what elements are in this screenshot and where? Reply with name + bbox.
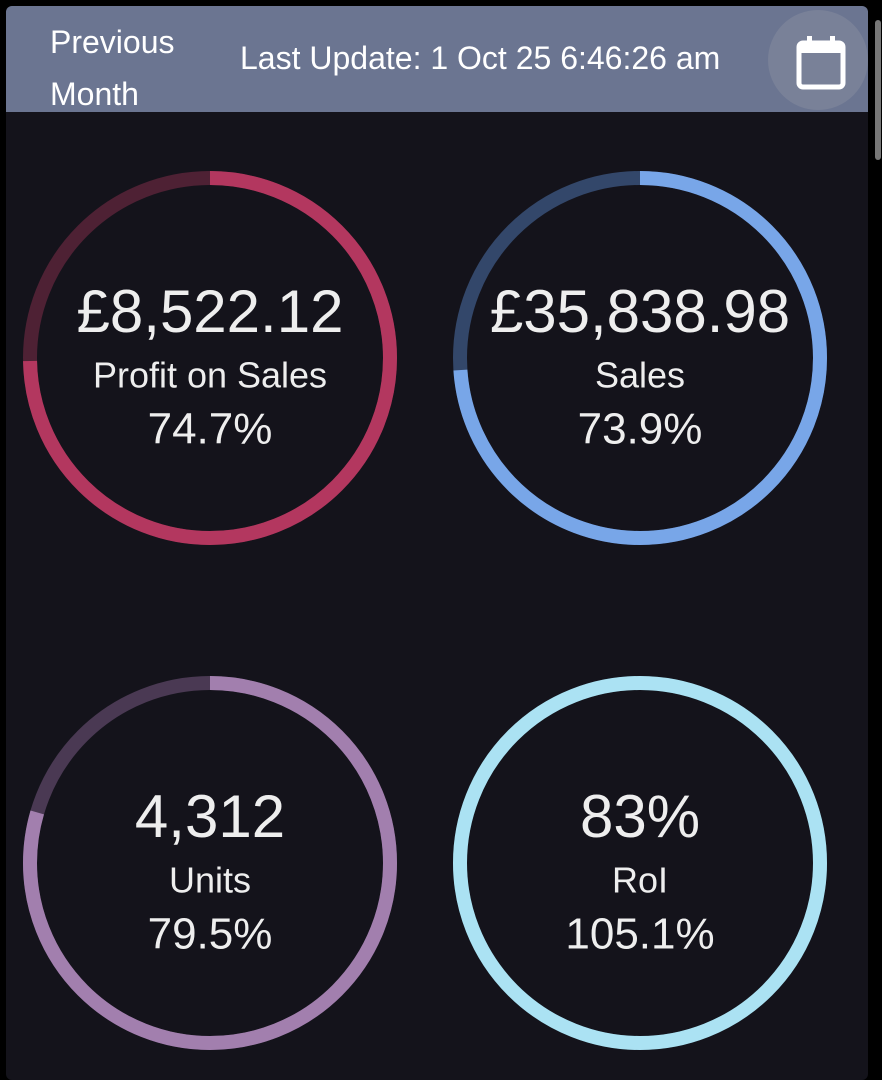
gauge-value: £35,838.98 <box>490 278 790 345</box>
panel: Previous Month Last Update: 1 Oct 25 6:4… <box>6 6 868 1080</box>
gauge-arc <box>453 676 827 1050</box>
gauge-label: Sales <box>595 355 685 396</box>
gauge-percent: 74.7% <box>148 405 273 454</box>
gauge-value: 4,312 <box>135 783 285 850</box>
gauge-value: 83% <box>580 783 700 850</box>
gauge-label: RoI <box>612 860 668 901</box>
header: Previous Month Last Update: 1 Oct 25 6:4… <box>6 6 868 112</box>
last-update: Last Update: 1 Oct 25 6:46:26 am <box>240 40 721 76</box>
gauge-label: Profit on Sales <box>93 355 327 396</box>
gauge-arc <box>23 676 397 1050</box>
gauge-label: Units <box>169 860 251 901</box>
gauge-arc <box>453 171 827 545</box>
period-title[interactable]: Previous Month <box>50 24 175 112</box>
gauge-arc <box>23 171 397 545</box>
calendar-button[interactable] <box>768 10 868 110</box>
gauge-percent: 79.5% <box>148 910 273 959</box>
gauge-value: £8,522.12 <box>77 278 344 345</box>
gauges: £8,522.12 Profit on Sales 74.7% £35,838.98 S… <box>23 171 827 1050</box>
scrollbar[interactable] <box>875 20 881 160</box>
gauge-percent: 105.1% <box>565 910 714 959</box>
gauge-percent: 73.9% <box>578 405 703 454</box>
calendar-icon <box>796 36 846 90</box>
